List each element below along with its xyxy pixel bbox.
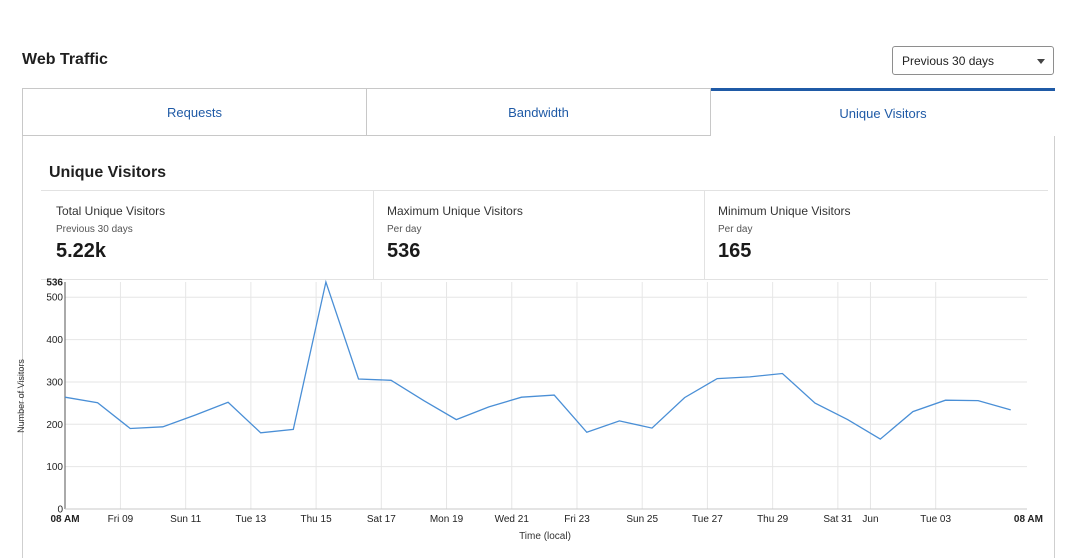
x-tick-label: Thu 15 xyxy=(301,514,333,525)
x-tick-label: Mon 19 xyxy=(430,514,464,525)
x-tick-label: Fri 09 xyxy=(108,514,134,525)
x-tick-label: Fri 23 xyxy=(564,514,590,525)
x-tick-label: Sat 17 xyxy=(367,514,396,525)
y-tick-label: 100 xyxy=(46,462,63,473)
x-tick-label: Tue 13 xyxy=(235,514,266,525)
x-tick-label: Jun xyxy=(862,514,878,525)
y-tick-label: 200 xyxy=(46,420,63,431)
x-tick-label: Sun 11 xyxy=(170,514,201,525)
y-axis-label: Number of Visitors xyxy=(16,359,26,433)
x-tick-label: 08 AM xyxy=(50,514,79,525)
y-tick-label: 536 xyxy=(46,278,63,289)
x-tick-label: 08 AM xyxy=(1014,514,1043,525)
x-tick-label: Tue 03 xyxy=(920,514,951,525)
x-tick-label: Sun 25 xyxy=(626,514,658,525)
y-tick-label: 500 xyxy=(46,293,63,304)
y-tick-label: 400 xyxy=(46,335,63,346)
x-tick-label: Tue 27 xyxy=(692,514,723,525)
x-axis-label: Time (local) xyxy=(519,531,571,542)
x-tick-label: Sat 31 xyxy=(823,514,852,525)
series-line xyxy=(65,282,1011,439)
x-tick-label: Wed 21 xyxy=(495,514,530,525)
y-tick-label: 300 xyxy=(46,377,63,388)
x-tick-label: Thu 29 xyxy=(757,514,789,525)
